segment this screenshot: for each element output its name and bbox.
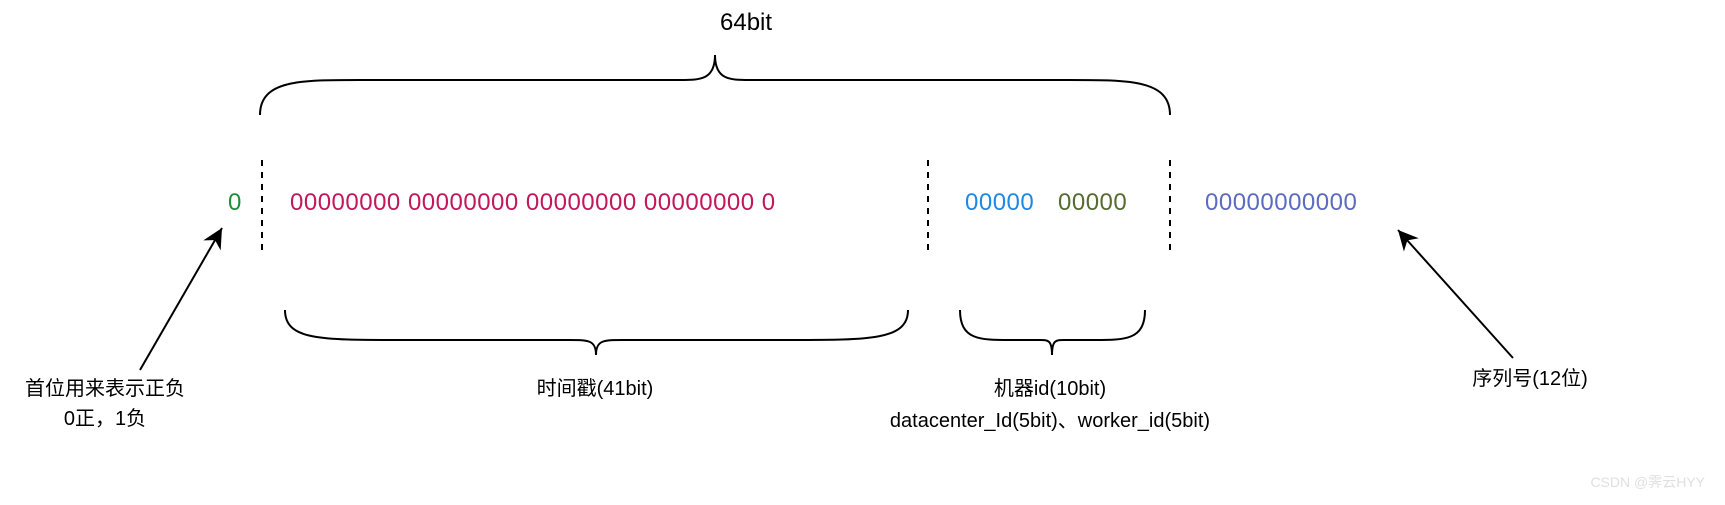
timestamp-bits: 00000000 00000000 00000000 00000000 0	[290, 189, 776, 216]
machine-brace	[960, 310, 1145, 355]
sequence-label: 序列号(12位)	[1472, 367, 1588, 390]
timestamp-brace	[285, 310, 908, 355]
sign-label-line1: 首位用来表示正负	[25, 377, 185, 400]
top-brace	[260, 55, 1170, 115]
machine-label-line1: 机器id(10bit)	[994, 377, 1106, 400]
sign-bit: 0	[228, 189, 242, 216]
snowflake-diagram: 64bit 0 00000000 00000000 00000000 00000…	[0, 0, 1725, 500]
worker-bits: 00000	[1058, 189, 1127, 216]
watermark: CSDN @霁云HYY	[1590, 472, 1705, 492]
title-label: 64bit	[720, 9, 772, 36]
datacenter-bits: 00000	[965, 189, 1034, 216]
timestamp-label: 时间戳(41bit)	[537, 377, 654, 400]
sign-label-line2: 0正，1负	[64, 407, 146, 430]
sequence-bits: 00000000000	[1205, 189, 1357, 216]
sequence-arrow	[1398, 230, 1513, 358]
machine-label-line2: datacenter_Id(5bit)、worker_id(5bit)	[890, 410, 1210, 432]
sign-arrow	[140, 228, 222, 370]
